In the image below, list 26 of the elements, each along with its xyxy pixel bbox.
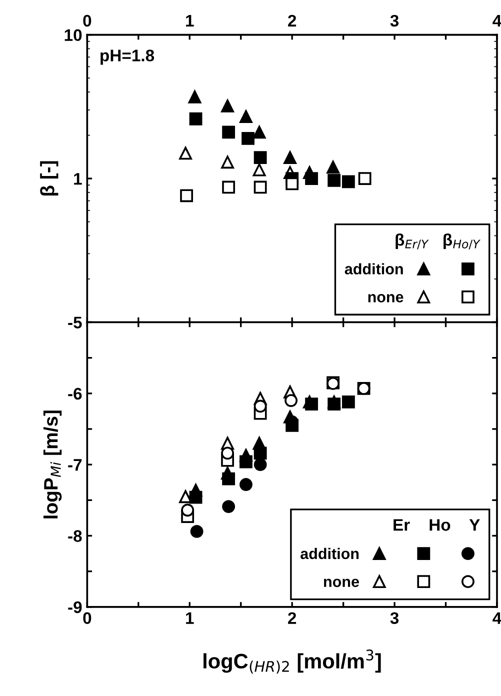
x-tick-label: 1 xyxy=(186,612,194,624)
y-axis-title: β [-] xyxy=(40,161,58,196)
legend-label: none xyxy=(324,578,359,588)
y-tick-label: -9 xyxy=(68,601,82,614)
y-tick-label: -5 xyxy=(68,316,82,328)
x2-tick-label: 1 xyxy=(186,15,194,26)
annotation: pH=1.8 xyxy=(100,50,154,65)
legend-label: addition xyxy=(344,263,403,274)
legend-label: none xyxy=(368,294,404,302)
y-tick-label: -7 xyxy=(68,459,82,471)
y-tick-label: -8 xyxy=(68,530,82,542)
y-tick-label: 1 xyxy=(74,173,82,185)
text: β$_{Er/Y}$ xyxy=(396,233,429,250)
y-tick-label: 10 xyxy=(64,29,82,42)
x2-tick-label: 0 xyxy=(83,14,92,27)
text: Er Ho Y xyxy=(394,519,480,531)
legend-label: addition xyxy=(300,548,359,560)
x-tick-label: 2 xyxy=(288,612,296,624)
y-axis-title: logP$_{Mi}$ [m/s] xyxy=(43,410,62,518)
x-axis-title: logC$_{(HR)2}$ [mol/m$^{3}$] xyxy=(204,650,381,674)
x-tick-label: 3 xyxy=(390,612,399,624)
x2-tick-label: 3 xyxy=(390,14,399,27)
text: β$_{Ho/Y}$ xyxy=(444,233,480,250)
y-tick-label: -6 xyxy=(68,388,82,400)
x-tick-label: 0 xyxy=(83,612,92,624)
x2-tick-label: 2 xyxy=(288,14,296,26)
